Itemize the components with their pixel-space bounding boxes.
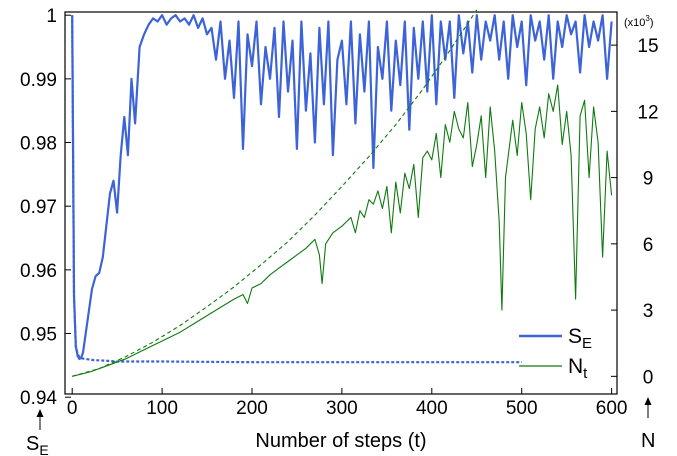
axis-ticks	[65, 14, 617, 398]
left-axis-tick-labels: 0.94 0.95 0.96 0.97 0.98 0.99 1	[20, 6, 57, 409]
x-axis-tick-label: 200	[236, 398, 268, 419]
left-axis-tick-label: 1	[46, 6, 57, 27]
x-axis-tick-label: 500	[506, 398, 538, 419]
series-line-3	[72, 9, 478, 377]
series-line-2	[72, 84, 613, 377]
series-line-0	[71, 14, 613, 361]
right-axis-tick-labels: 0 3 6 9 12 15	[637, 36, 658, 388]
right-axis-marker: N	[641, 397, 655, 452]
left-axis-tick-label: 0.96	[20, 261, 57, 282]
series-layer	[71, 9, 613, 377]
x-axis-tick-label: 300	[326, 398, 358, 419]
x-axis-tick-label: 0	[67, 398, 78, 419]
left-axis-marker: SE	[26, 409, 49, 456]
left-axis-tick-label: 0.99	[20, 70, 57, 91]
legend-label-se: SE	[568, 325, 592, 352]
legend: SE Nt	[519, 325, 592, 382]
x-axis-title: Number of steps (t)	[255, 430, 426, 452]
left-axis-tick-label: 0.95	[20, 325, 57, 346]
right-axis-multiplier: (x103)	[624, 14, 654, 29]
right-axis-tick-label: 6	[643, 235, 654, 256]
left-axis-marker-label: S	[26, 433, 39, 455]
svg-text:SE: SE	[26, 433, 49, 456]
right-axis-tick-label: 12	[637, 102, 658, 123]
x-axis-tick-label: 100	[146, 398, 178, 419]
x-axis-tick-labels: 0 100 200 300 400 500 600	[67, 398, 628, 419]
series-line-1	[71, 15, 522, 364]
left-axis-tick-label: 0.97	[20, 197, 57, 218]
x-axis-tick-label: 400	[416, 398, 448, 419]
right-axis-tick-label: 3	[643, 301, 654, 322]
legend-label-nt: Nt	[568, 355, 588, 382]
x-axis-tick-label: 600	[596, 398, 628, 419]
left-axis-tick-label: 0.98	[20, 134, 57, 155]
left-axis-marker-sub: E	[39, 442, 48, 456]
left-axis-tick-label: 0.94	[20, 388, 57, 409]
plot-area-frame	[64, 11, 618, 395]
right-axis-tick-label: 9	[643, 169, 654, 190]
right-axis-marker-label: N	[641, 430, 655, 452]
right-axis-tick-label: 15	[637, 36, 658, 57]
right-axis-tick-label: 0	[643, 367, 654, 388]
